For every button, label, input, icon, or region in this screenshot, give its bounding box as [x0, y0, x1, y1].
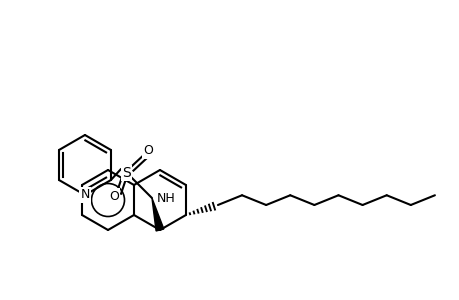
- Text: S: S: [122, 166, 131, 180]
- Text: O: O: [109, 190, 118, 202]
- Text: O: O: [143, 145, 152, 158]
- Text: N: N: [80, 188, 90, 202]
- Text: NH: NH: [157, 193, 175, 206]
- Polygon shape: [151, 198, 163, 231]
